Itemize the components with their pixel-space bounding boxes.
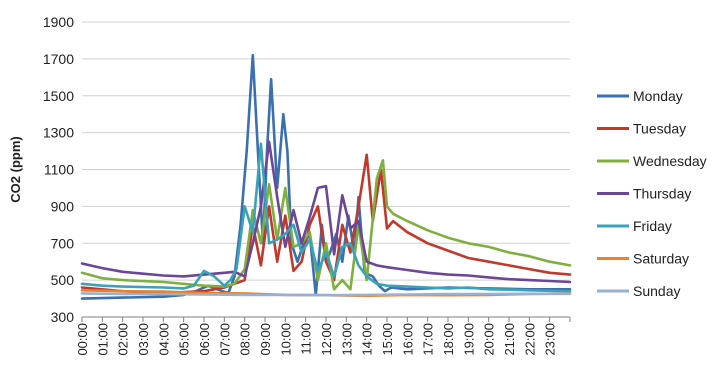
x-tick-label: 15:00 — [380, 323, 395, 356]
y-tick-label: 500 — [51, 272, 75, 288]
x-tick-label: 22:00 — [522, 323, 537, 356]
x-tick-label: 02:00 — [116, 323, 131, 356]
x-tick-label: 01:00 — [95, 323, 110, 356]
y-tick-label: 700 — [51, 235, 75, 251]
x-tick-label: 00:00 — [75, 323, 90, 356]
series-line-sunday — [80, 292, 572, 297]
legend-label-friday: Friday — [633, 218, 672, 234]
legend-label-saturday: Saturday — [633, 251, 689, 267]
x-tick-label: 18:00 — [441, 323, 456, 356]
x-tick-label: 07:00 — [217, 323, 232, 356]
y-tick-label: 900 — [51, 198, 75, 214]
x-tick-label: 17:00 — [421, 323, 436, 356]
x-tick-label: 11:00 — [299, 323, 314, 355]
x-tick-label: 20:00 — [482, 323, 497, 356]
x-tick-label: 04:00 — [156, 323, 171, 356]
y-tick-label: 300 — [51, 309, 75, 325]
legend-label-wednesday: Wednesday — [633, 153, 707, 169]
y-tick-label: 1900 — [43, 14, 74, 30]
legend-label-thursday: Thursday — [633, 186, 691, 202]
x-tick-label: 10:00 — [278, 323, 293, 356]
x-tick-label: 13:00 — [339, 323, 354, 356]
y-tick-label: 1300 — [43, 125, 74, 141]
legend-label-sunday: Sunday — [633, 283, 680, 299]
legend-label-tuesday: Tuesday — [633, 121, 686, 137]
x-tick-label: 23:00 — [543, 323, 558, 356]
x-tick-label: 03:00 — [136, 323, 151, 356]
y-tick-label: 1500 — [43, 88, 74, 104]
series-line-wednesday — [80, 159, 572, 291]
x-tick-label: 14:00 — [360, 323, 375, 356]
x-tick-label: 05:00 — [177, 323, 192, 356]
x-tick-label: 16:00 — [400, 323, 415, 356]
x-tick-label: 12:00 — [319, 323, 334, 356]
x-tick-label: 06:00 — [197, 323, 212, 356]
x-tick-label: 21:00 — [502, 323, 517, 356]
x-tick-label: 08:00 — [238, 323, 253, 356]
series-lines — [80, 53, 572, 300]
y-tick-label: 1700 — [43, 51, 74, 67]
series-line-tuesday — [80, 153, 572, 295]
axes: 300 500 700 900 1100 1300 1500 1700 1900 00:00 01:… — [43, 14, 571, 356]
x-tick-label: 09:00 — [258, 323, 273, 356]
x-tick-label: 19:00 — [461, 323, 476, 356]
gridlines — [82, 21, 570, 318]
y-tick-label: 1100 — [44, 162, 74, 178]
legend-label-monday: Monday — [633, 88, 683, 104]
y-axis-label: CO2 (ppm) — [8, 136, 23, 202]
series-line-friday — [80, 142, 572, 293]
legend: Monday Tuesday Wednesday Thursday Friday Satu… — [597, 88, 707, 299]
